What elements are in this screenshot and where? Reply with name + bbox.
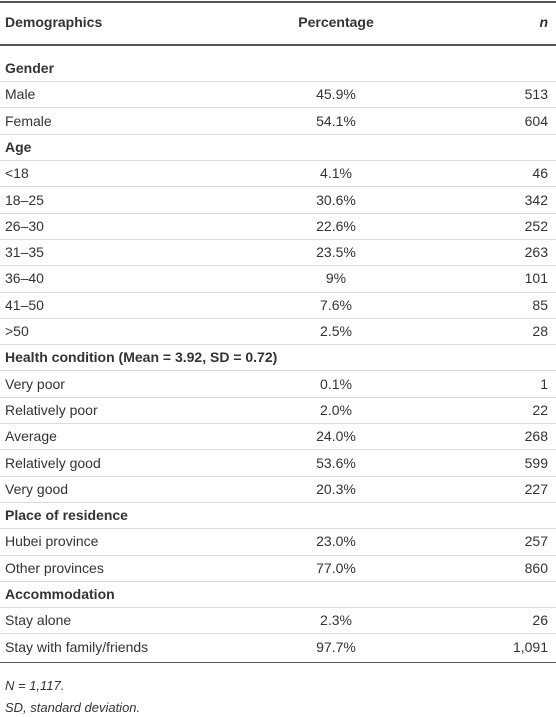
- section-title: Gender: [5, 60, 55, 76]
- rule: [0, 317, 556, 319]
- row-label: Stay with family/friends: [5, 638, 149, 655]
- row-n: 604: [524, 112, 548, 129]
- rule: [0, 107, 556, 109]
- row-label: Average: [5, 428, 57, 445]
- row-n: 513: [524, 86, 548, 103]
- row-n: 257: [524, 533, 548, 550]
- row-n: 268: [524, 428, 548, 445]
- rule: [0, 1, 556, 3]
- rule: [0, 186, 556, 188]
- row-percentage: 30.6%: [316, 191, 356, 208]
- rule: [0, 44, 556, 46]
- row-label: Very poor: [5, 375, 65, 392]
- rule: [0, 238, 556, 240]
- section-title: Place of residence: [5, 507, 128, 524]
- row-n: 342: [524, 191, 548, 208]
- rule: [0, 370, 556, 372]
- row-label: 41–50: [5, 296, 44, 313]
- rule: [0, 661, 556, 664]
- rule: [0, 580, 556, 582]
- rule: [0, 344, 556, 346]
- row-label: 31–35: [5, 244, 44, 261]
- row-percentage: 22.6%: [316, 217, 356, 234]
- rule: [0, 475, 556, 477]
- row-n: 263: [524, 244, 548, 261]
- row-percentage: 2.3%: [320, 612, 352, 629]
- rule: [0, 133, 556, 135]
- row-n: 252: [524, 217, 548, 234]
- rule: [0, 528, 556, 530]
- row-label: Very good: [5, 480, 69, 497]
- row-percentage: 7.6%: [320, 296, 352, 313]
- rule: [0, 423, 556, 425]
- footnote: SD, standard deviation.: [5, 700, 141, 715]
- row-n: 860: [524, 559, 548, 576]
- row-n: 22: [532, 401, 548, 418]
- rule: [0, 633, 556, 635]
- section-title: Age: [5, 138, 32, 155]
- row-n: 227: [524, 480, 548, 497]
- row-label: <18: [5, 165, 29, 182]
- row-percentage: 53.6%: [316, 454, 356, 471]
- row-percentage: 54.1%: [316, 112, 356, 129]
- row-label: Female: [5, 112, 52, 129]
- row-label: 26–30: [5, 217, 44, 234]
- row-label: Male: [5, 86, 36, 103]
- row-n: 599: [524, 454, 548, 471]
- row-percentage: 23.0%: [316, 533, 356, 550]
- row-percentage: 0.1%: [320, 375, 352, 392]
- rule: [0, 607, 556, 609]
- footnote: N = 1,117.: [5, 678, 65, 693]
- row-percentage: 2.5%: [320, 323, 352, 339]
- row-label: Stay alone: [5, 612, 72, 629]
- rule: [0, 554, 556, 556]
- row-percentage: 45.9%: [316, 86, 356, 103]
- row-label: Relatively good: [5, 454, 101, 471]
- rule: [0, 160, 556, 162]
- row-percentage: 77.0%: [316, 559, 356, 576]
- row-label: Other provinces: [5, 559, 104, 576]
- row-label: 18–25: [5, 191, 44, 208]
- row-percentage: 24.0%: [316, 428, 356, 445]
- row-n: 46: [532, 165, 548, 182]
- section-title: Health condition (Mean = 3.92, SD = 0.72…: [5, 349, 278, 366]
- rule: [0, 396, 556, 398]
- row-percentage: 97.7%: [316, 638, 356, 655]
- row-n: 28: [532, 323, 548, 339]
- row-percentage: 23.5%: [316, 244, 356, 261]
- row-label: >50: [5, 323, 29, 339]
- row-n: 1,091: [512, 638, 548, 655]
- row-label: 36–40: [5, 270, 44, 287]
- row-n: 85: [532, 296, 548, 313]
- row-percentage: 2.0%: [320, 401, 352, 418]
- row-percentage: 4.1%: [320, 165, 352, 182]
- header-percentage: Percentage: [298, 14, 374, 30]
- header-demographics: Demographics: [5, 14, 103, 30]
- rule: [0, 81, 556, 83]
- rule: [0, 265, 556, 267]
- row-label: Hubei province: [5, 533, 99, 550]
- rule: [0, 449, 556, 451]
- header-n: n: [539, 14, 548, 30]
- rule: [0, 291, 556, 293]
- section-title: Accommodation: [5, 586, 115, 602]
- rule: [0, 501, 556, 503]
- row-percentage: 20.3%: [316, 480, 356, 497]
- row-n: 101: [524, 270, 548, 287]
- rule: [0, 212, 556, 214]
- row-n: 26: [532, 612, 548, 629]
- row-n: 1: [540, 375, 548, 392]
- row-percentage: 9%: [325, 270, 347, 287]
- row-label: Relatively poor: [5, 401, 98, 418]
